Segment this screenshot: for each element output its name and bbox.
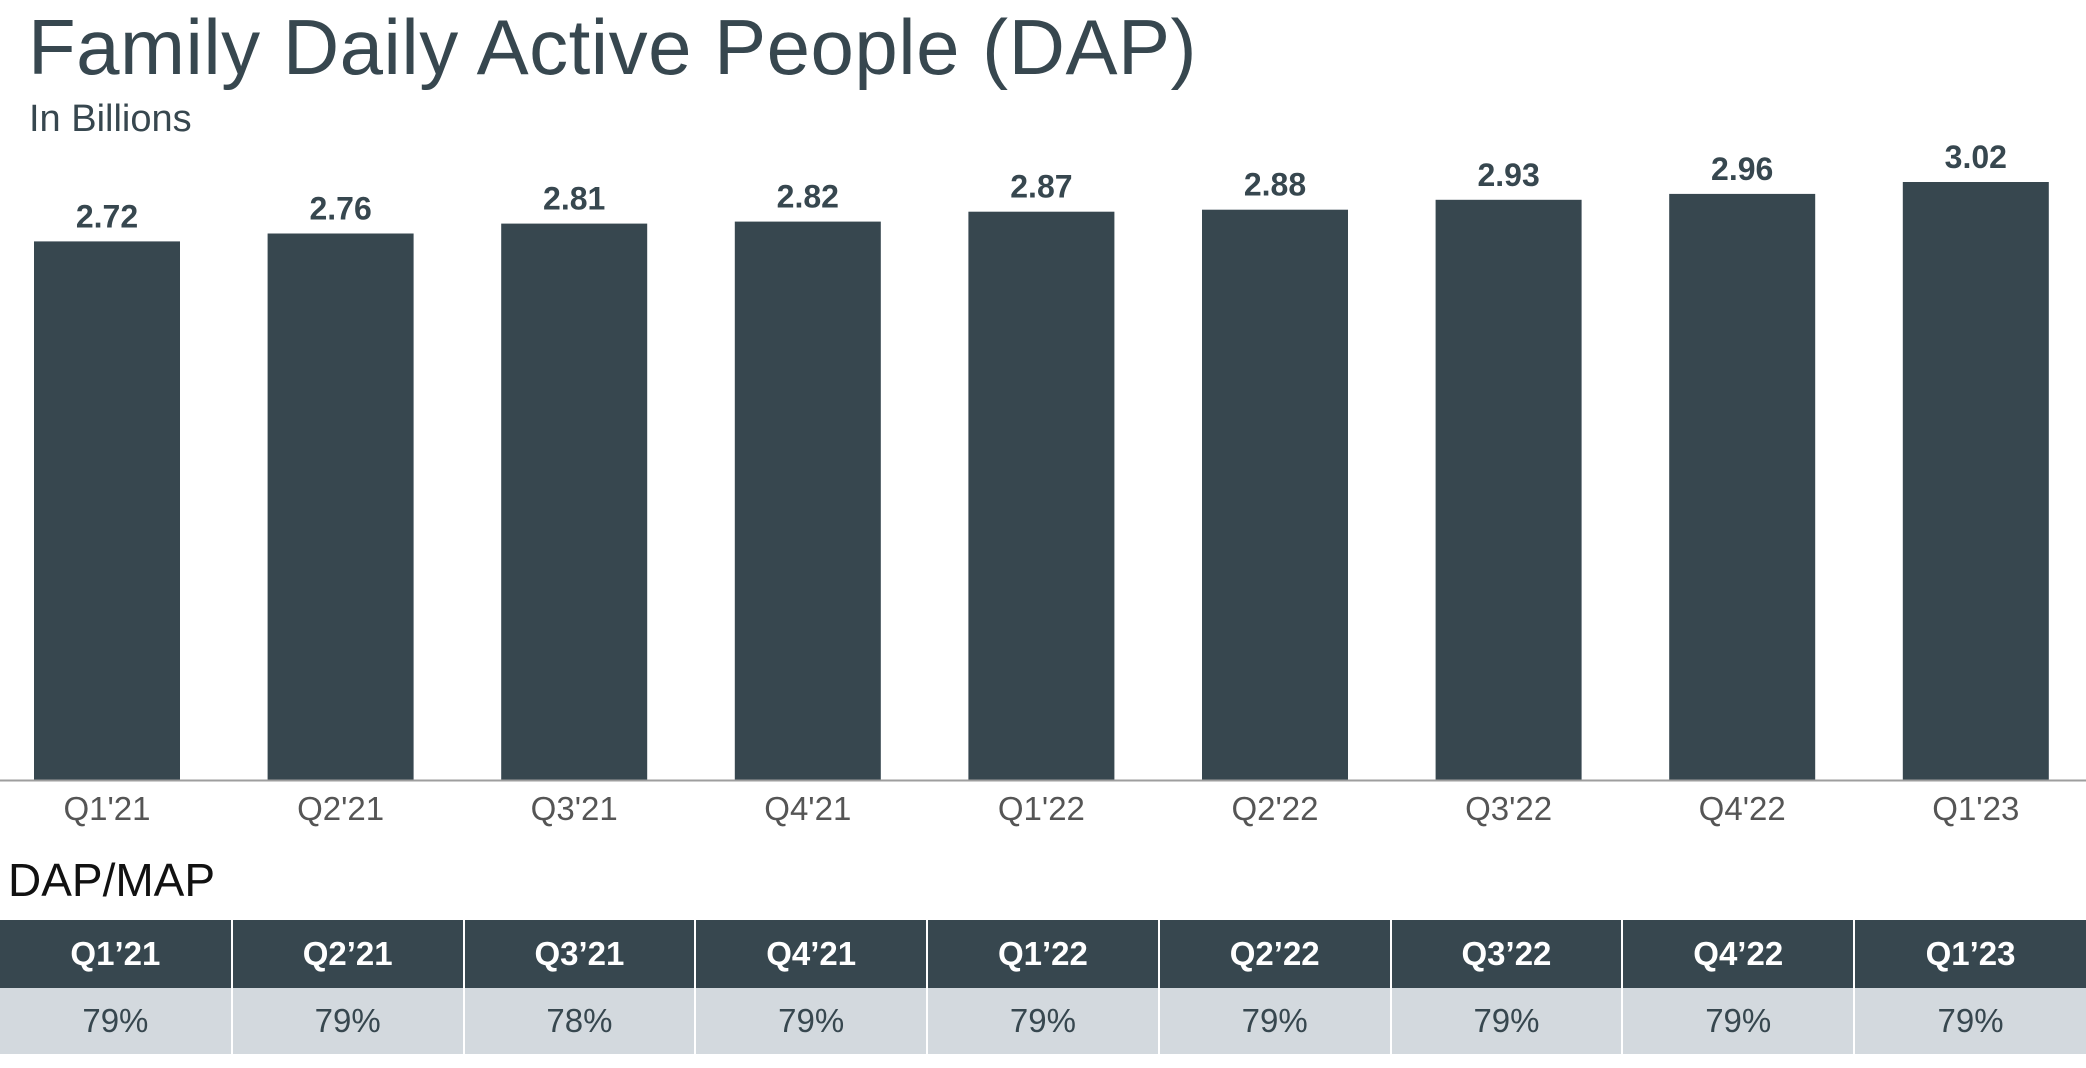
bar	[1669, 193, 1816, 780]
header-cell: Q1’23	[1854, 920, 2086, 988]
table-header-row: Q1’21 Q2’21 Q3’21 Q4’21 Q1’22 Q2’22 Q3’2…	[0, 920, 2086, 988]
data-label: 2.96	[1711, 151, 1773, 187]
value-cell: 78%	[463, 988, 697, 1054]
bar	[968, 211, 1115, 780]
data-label: 2.72	[76, 198, 138, 234]
x-tick-label: Q1'22	[998, 790, 1085, 827]
x-tick-label: Q3'21	[531, 790, 618, 827]
x-tick-label: Q1'21	[63, 790, 150, 827]
value-cell: 79%	[927, 988, 1160, 1054]
bar	[1202, 209, 1348, 780]
data-label: 2.93	[1477, 157, 1539, 193]
value-cell: 79%	[231, 988, 465, 1054]
dap-map-table: Q1’21 Q2’21 Q3’21 Q4’21 Q1’22 Q2’22 Q3’2…	[0, 920, 2086, 1054]
x-tick-label: Q3'22	[1465, 790, 1552, 827]
x-tick-label: Q4'21	[764, 790, 851, 827]
header-cell: Q1’21	[0, 920, 233, 988]
data-label: 2.87	[1010, 169, 1072, 205]
header-cell: Q4’21	[695, 920, 929, 988]
x-tick-label: Q2'22	[1231, 790, 1318, 827]
value-cell: 79%	[1158, 988, 1392, 1054]
x-tick-label: Q2'21	[297, 790, 384, 827]
value-cell: 79%	[1622, 988, 1856, 1054]
header-cell: Q3’21	[463, 920, 697, 988]
bar	[267, 233, 414, 780]
value-cell: 79%	[695, 988, 929, 1054]
bar	[501, 223, 648, 781]
bar	[34, 241, 180, 780]
data-label: 2.76	[309, 191, 371, 227]
bar-chart: 2.72 Q1'21 2.76 Q2'21 2.81 Q3'21 2.82 Q4'21 2.87…	[0, 139, 2086, 827]
header-cell: Q4’22	[1622, 920, 1856, 988]
value-cell: 79%	[1854, 988, 2086, 1054]
bar	[1902, 182, 2049, 780]
header-cell: Q2’22	[1158, 920, 1392, 988]
bar	[1435, 199, 1582, 781]
header-cell: Q3’22	[1390, 920, 1624, 988]
table-row: 79% 79% 78% 79% 79% 79% 79% 79% 79%	[0, 988, 2086, 1054]
data-label: 2.82	[777, 179, 839, 215]
x-tick-label: Q1'23	[1932, 790, 2019, 827]
chart-subtitle: In Billions	[29, 98, 192, 140]
table-label: DAP/MAP	[8, 854, 216, 906]
header-cell: Q1’22	[927, 920, 1160, 988]
data-label: 2.81	[543, 181, 605, 217]
data-label: 2.88	[1244, 167, 1306, 203]
chart-title: Family Daily Active People (DAP)	[28, 3, 1198, 91]
value-cell: 79%	[0, 988, 233, 1054]
value-cell: 79%	[1390, 988, 1624, 1054]
bar	[734, 221, 881, 781]
header-cell: Q2’21	[231, 920, 465, 988]
x-tick-label: Q4'22	[1699, 790, 1786, 827]
data-label: 3.02	[1945, 139, 2007, 175]
